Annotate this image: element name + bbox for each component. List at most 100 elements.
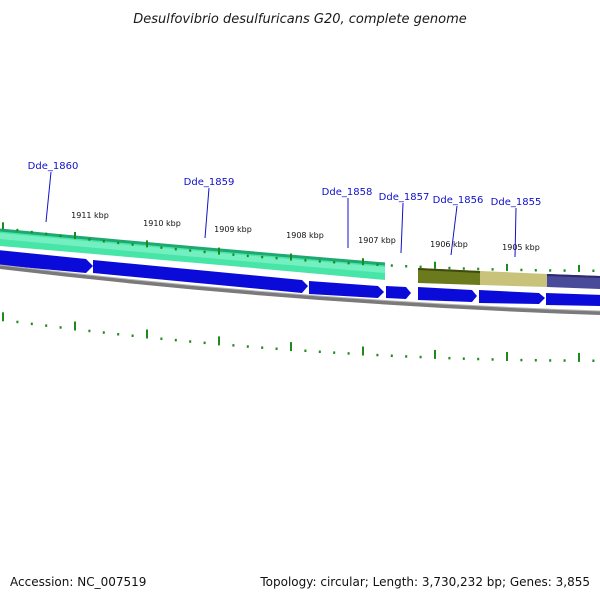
tick-mark-minor (88, 329, 91, 333)
tick-mark-minor (102, 331, 105, 334)
tick-mark-major (146, 329, 148, 339)
map-title: Desulfovibrio desulfuricans G20, complet… (133, 12, 467, 27)
tick-mark-minor (304, 259, 307, 262)
gene-leader-line (514, 207, 517, 258)
tick-mark-minor (232, 344, 235, 347)
feature-band-purple (547, 274, 600, 289)
tick-mark-minor (318, 350, 321, 353)
tick-mark-minor (160, 246, 163, 249)
tick-mark-minor (174, 247, 177, 251)
tick-mark-minor (419, 355, 422, 359)
tick-mark-minor (390, 354, 393, 357)
gene-labels: Dde_1860 Dde_1859 Dde_1858 Dde_1857 Dde_… (28, 161, 542, 258)
gene-arrow-5[interactable] (418, 287, 477, 302)
tick-mark-minor (30, 230, 33, 234)
tick-mark-minor (563, 359, 566, 362)
tick-mark-major (434, 349, 436, 359)
tick-mark-major (578, 264, 580, 272)
tick-mark-minor (448, 356, 451, 360)
gene-label[interactable]: Dde_1855 (491, 197, 542, 208)
tick-mark-minor (189, 340, 192, 343)
tick-mark-minor (592, 269, 595, 272)
gene-arrows (0, 250, 600, 306)
tick-mark-minor (275, 347, 278, 350)
gene-label[interactable]: Dde_1860 (28, 161, 79, 172)
tick-mark-major (290, 342, 292, 352)
gene-arrow-4[interactable] (386, 286, 411, 299)
tick-mark-major (2, 222, 4, 230)
gene-label[interactable]: Dde_1858 (322, 187, 373, 198)
gene-leader-line (45, 171, 52, 223)
scale-label: 1906 kbp (430, 240, 468, 249)
tick-mark-minor (491, 358, 494, 361)
tick-mark-minor (203, 341, 206, 345)
gene-leader-line (450, 205, 458, 256)
tick-mark-minor (376, 353, 379, 357)
tick-mark-major (290, 253, 292, 261)
tick-mark-minor (246, 254, 249, 258)
tick-mark-major (74, 232, 76, 239)
tick-mark-minor (376, 263, 379, 266)
gene-arrow-2[interactable] (93, 260, 308, 293)
scale-label: 1911 kbp (71, 211, 109, 220)
tick-mark-minor (347, 352, 350, 355)
tick-mark-minor (318, 260, 321, 263)
tick-marks-upper (2, 222, 595, 272)
tick-mark-major (434, 261, 436, 269)
tick-mark-major (218, 247, 220, 255)
tick-mark-minor (16, 228, 19, 232)
tick-mark-minor (549, 359, 552, 362)
tick-mark-minor (59, 234, 62, 238)
tick-mark-minor (189, 249, 192, 252)
tick-mark-minor (232, 253, 235, 256)
tick-mark-minor (174, 338, 177, 342)
gene-label[interactable]: Dde_1859 (184, 177, 235, 188)
tick-mark-minor (131, 243, 134, 246)
scale-label: 1907 kbp (358, 236, 396, 245)
tick-mark-minor (534, 269, 537, 272)
tick-mark-minor (45, 232, 48, 236)
tick-marks-lower (2, 312, 595, 362)
feature-band-purple-edge (546, 274, 600, 278)
tick-mark-minor (405, 265, 408, 268)
tick-mark-minor (88, 238, 91, 241)
tick-mark-minor (131, 334, 134, 337)
scale-label: 1908 kbp (286, 231, 324, 240)
scale-label: 1905 kbp (502, 243, 540, 252)
tick-mark-minor (462, 357, 465, 360)
tick-mark-minor (462, 267, 465, 270)
gene-arrow-3[interactable] (309, 281, 384, 298)
tick-mark-major (218, 336, 220, 346)
tick-mark-minor (117, 333, 120, 336)
tick-mark-minor (30, 322, 33, 326)
gene-leader-line (204, 187, 210, 239)
scale-label: 1910 kbp (143, 219, 181, 228)
tick-mark-minor (491, 268, 494, 271)
tick-mark-minor (304, 349, 307, 352)
tick-mark-major (362, 346, 364, 356)
tick-mark-minor (477, 267, 480, 271)
feature-band-tan (480, 271, 547, 287)
genome-summary-text: Topology: circular; Length: 3,730,232 bp… (259, 575, 590, 589)
tick-mark-major (74, 321, 76, 331)
tick-mark-minor (520, 268, 523, 272)
tick-mark-minor (261, 255, 264, 259)
tick-mark-minor (261, 346, 264, 349)
gene-arrow-6[interactable] (479, 290, 545, 304)
gene-label[interactable]: Dde_1857 (379, 192, 430, 203)
accession-text: Accession: NC_007519 (10, 575, 146, 589)
tick-mark-minor (534, 359, 537, 362)
gene-arrow-7[interactable] (546, 293, 600, 306)
tick-mark-minor (16, 320, 19, 324)
tick-mark-minor (549, 269, 552, 272)
tick-mark-minor (246, 345, 249, 348)
tick-mark-minor (117, 241, 120, 245)
gene-label[interactable]: Dde_1856 (433, 195, 484, 206)
scale-labels: 1911 kbp 1910 kbp 1909 kbp 1908 kbp 1907… (71, 211, 540, 252)
tick-mark-minor (203, 250, 206, 254)
tick-mark-minor (477, 357, 480, 361)
gene-arrow-1[interactable] (0, 250, 93, 273)
tick-mark-major (506, 263, 508, 271)
